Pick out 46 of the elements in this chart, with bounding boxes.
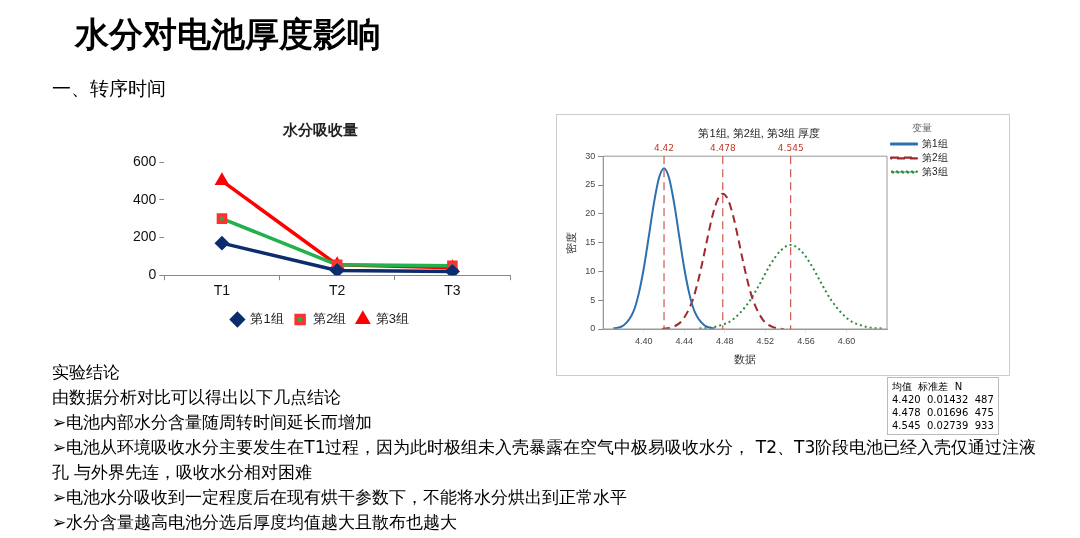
x-tick-label: 4.40: [634, 335, 653, 346]
y-tick-label: 15: [585, 237, 596, 248]
ref-line-label: 4.42: [654, 143, 675, 154]
ref-line-label: 4.545: [777, 143, 804, 154]
y-tick-label: 5: [590, 294, 596, 305]
text: 由数据分析对比可以得出以下几点结论: [52, 387, 341, 407]
y-tick-label: 0: [148, 266, 157, 283]
text: 4.545 0.02739 933: [892, 420, 994, 431]
text: 水分对电池厚度影响: [75, 13, 381, 56]
text: 一、转序时间: [52, 76, 166, 101]
x-axis-title: 数据: [734, 353, 757, 366]
x-tick-label: 4.44: [675, 335, 694, 346]
y-tick-label: 30: [585, 150, 596, 161]
x-tick-label: 4.52: [756, 335, 775, 346]
legend-label: 第3组: [922, 165, 948, 177]
chart-title: 第1组, 第2组, 第3组 厚度: [698, 126, 821, 139]
legend-label: 第1组: [250, 311, 284, 327]
legend-label: 第3组: [375, 311, 410, 327]
text: 4.478 0.01696 475: [892, 407, 994, 418]
text: 实验结论: [52, 362, 120, 382]
legend-label: 第1组: [922, 137, 948, 149]
y-tick-label: 10: [585, 265, 596, 276]
legend-label: 第2组: [922, 151, 948, 163]
chart-title: 水分吸收量: [281, 121, 358, 139]
x-tick-label: 4.60: [837, 335, 856, 346]
y-tick-label: 25: [585, 179, 596, 190]
y-tick-label: 0: [590, 323, 596, 334]
y-axis-title: 密度: [564, 231, 577, 254]
y-tick-label: 20: [585, 208, 596, 219]
legend-title: 变量: [912, 121, 933, 133]
text: ➢电池水分吸收到一定程度后在现有烘干参数下，不能将水分烘出到正常水平: [52, 486, 629, 509]
text: ➢水分含量越高电池分选后厚度均值越大且散布也越大: [52, 511, 459, 534]
x-tick-label: 4.56: [797, 335, 815, 346]
y-tick-label: 600: [133, 152, 157, 169]
x-tick-label: T2: [329, 282, 346, 299]
x-tick-label: 4.48: [716, 335, 734, 346]
text: ➢电池内部水分含量随周转时间延长而增加: [52, 412, 373, 432]
legend-label: 第2组: [313, 311, 347, 327]
y-tick-label: 400: [133, 190, 157, 207]
x-tick-label: T3: [444, 282, 461, 299]
ref-line-label: 4.478: [709, 143, 736, 154]
text: 4.420 0.01432 487: [892, 394, 994, 405]
text: ➢电池从环境吸收水分主要发生在T1过程，因为此时极组未入壳暴露在空气中极易吸收水分， T2、T3阶段电池已经入壳仅通过注液孔 与外界先连，吸收水分相对困难: [52, 436, 1038, 484]
x-tick-label: T1: [213, 282, 231, 299]
y-tick-label: 200: [133, 228, 157, 245]
text: 均值 标准差 N: [892, 381, 963, 392]
